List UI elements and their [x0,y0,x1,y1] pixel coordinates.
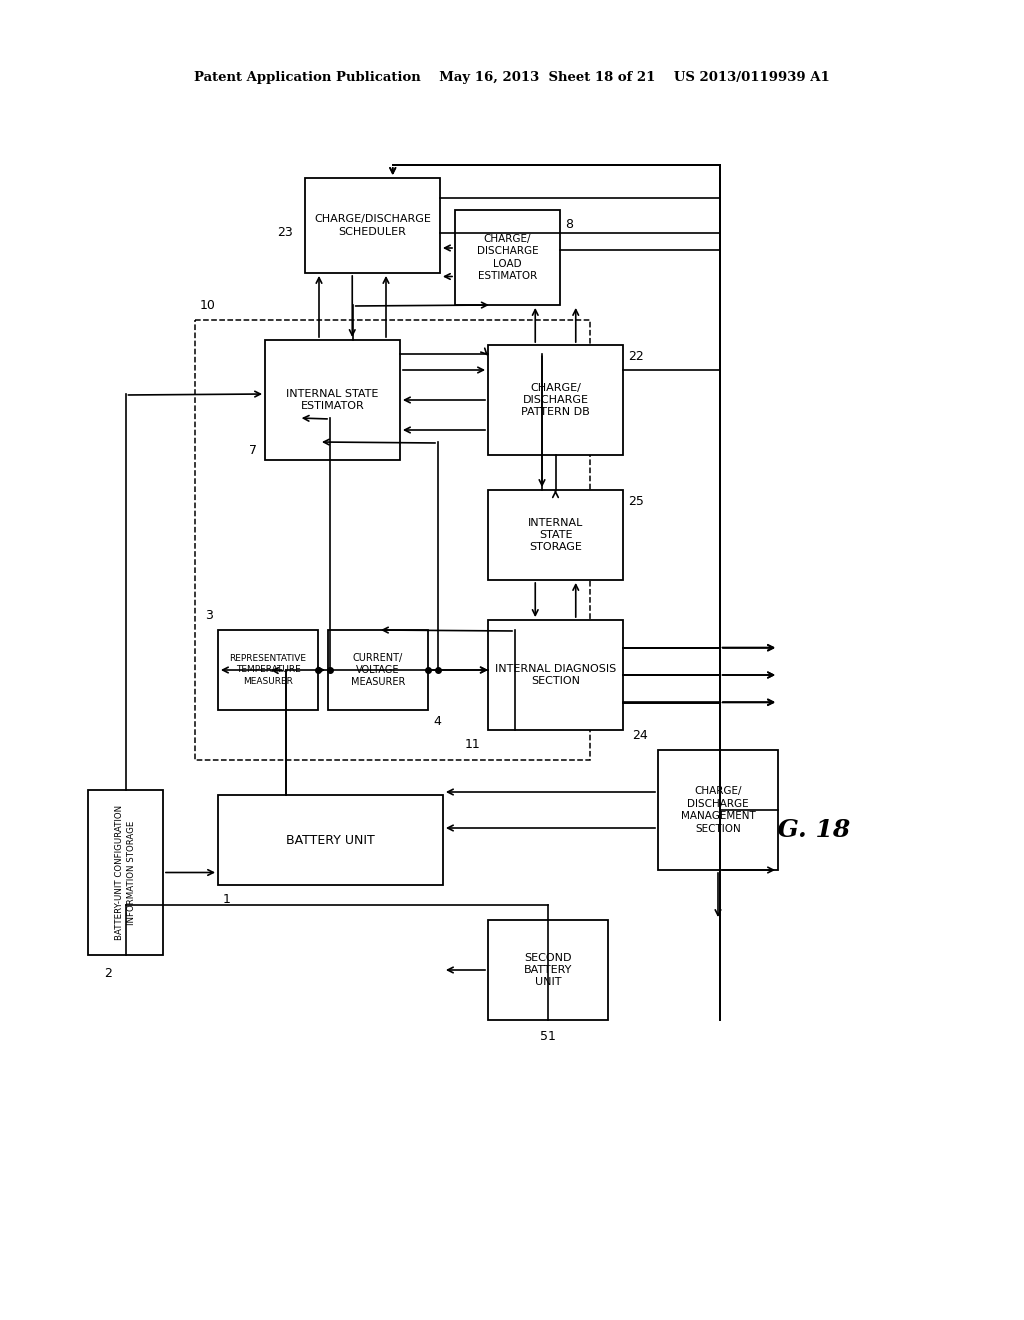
Text: REPRESENTATIVE
TEMPERATURE
MEASURER: REPRESENTATIVE TEMPERATURE MEASURER [229,655,306,685]
Text: 11: 11 [464,738,480,751]
Bar [488,490,623,579]
Bar [488,920,608,1020]
Text: 2: 2 [104,968,112,979]
Text: 23: 23 [278,227,293,239]
Bar [488,345,623,455]
Text: 4: 4 [433,715,441,729]
Text: 25: 25 [628,495,644,508]
Text: 22: 22 [628,350,644,363]
Text: CHARGE/
DISCHARGE
PATTERN DB: CHARGE/ DISCHARGE PATTERN DB [521,383,590,417]
Text: 7: 7 [249,444,257,457]
Bar [265,341,400,459]
Bar [658,750,778,870]
Bar [218,795,443,884]
Bar [305,178,440,273]
Text: 3: 3 [205,609,213,622]
Text: INTERNAL
STATE
STORAGE: INTERNAL STATE STORAGE [527,517,584,552]
Text: 51: 51 [540,1030,556,1043]
Bar [488,620,623,730]
Text: BATTERY-UNIT CONFIGURATION
INFORMATION STORAGE: BATTERY-UNIT CONFIGURATION INFORMATION S… [116,805,135,940]
Text: INTERNAL STATE
ESTIMATOR: INTERNAL STATE ESTIMATOR [287,389,379,412]
Text: CHARGE/
DISCHARGE
LOAD
ESTIMATOR: CHARGE/ DISCHARGE LOAD ESTIMATOR [477,234,539,281]
Text: 1: 1 [223,894,230,906]
Text: CURRENT/
VOLTAGE
MEASURER: CURRENT/ VOLTAGE MEASURER [351,652,406,688]
Text: 24: 24 [632,729,648,742]
Bar [88,789,163,954]
Text: BATTERY UNIT: BATTERY UNIT [286,833,375,846]
Bar [328,630,428,710]
Text: CHARGE/
DISCHARGE
MANAGEMENT
SECTION: CHARGE/ DISCHARGE MANAGEMENT SECTION [681,787,756,834]
Text: SECOND
BATTERY
UNIT: SECOND BATTERY UNIT [524,953,572,987]
Text: FIG. 18: FIG. 18 [749,818,851,842]
Text: CHARGE/DISCHARGE
SCHEDULER: CHARGE/DISCHARGE SCHEDULER [314,214,431,236]
Text: Patent Application Publication    May 16, 2013  Sheet 18 of 21    US 2013/011993: Patent Application Publication May 16, 2… [195,71,829,84]
Bar [195,319,590,760]
Bar [218,630,318,710]
Text: INTERNAL DIAGNOSIS
SECTION: INTERNAL DIAGNOSIS SECTION [495,664,616,686]
Text: 10: 10 [200,300,216,312]
Bar [455,210,560,305]
Text: 8: 8 [565,218,573,231]
